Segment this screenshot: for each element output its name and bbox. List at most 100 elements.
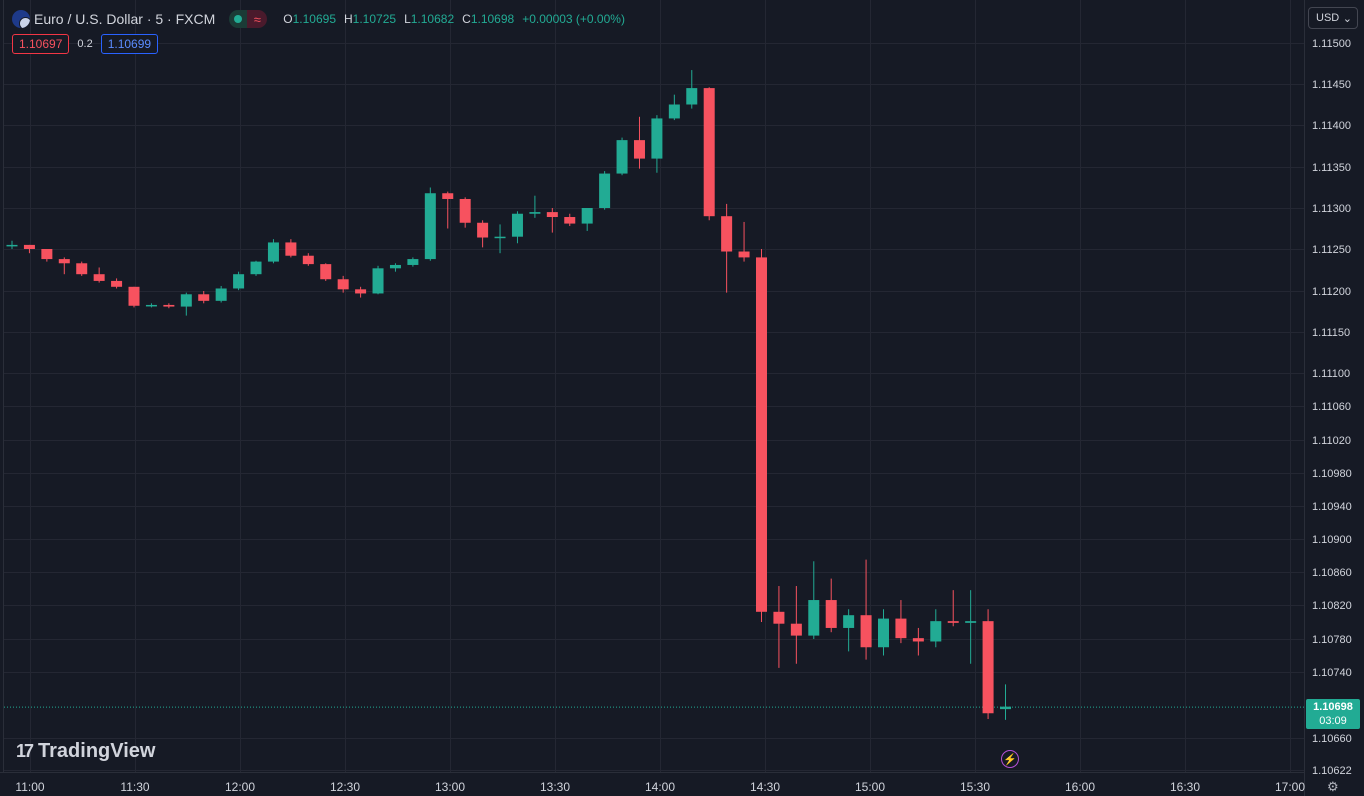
candle[interactable] [372,265,384,295]
y-tick-label: 1.11060 [1312,401,1351,413]
candle[interactable] [163,303,175,309]
candle[interactable] [111,278,123,289]
candle[interactable] [511,211,523,244]
candle[interactable] [790,586,802,664]
candle[interactable] [41,249,53,262]
candle[interactable] [389,263,401,272]
candle[interactable] [337,275,349,293]
x-tick-label: 16:30 [1170,780,1200,794]
candle[interactable] [6,240,18,249]
candle[interactable] [912,627,924,656]
candle-body [686,88,698,105]
lightning-icon[interactable]: ⚡ [1001,750,1019,768]
y-tick-label: 1.11020 [1312,435,1351,447]
candle-body [128,286,140,306]
candle[interactable] [965,590,977,664]
buy-price-button[interactable]: 1.10699 [100,34,159,54]
candle[interactable] [860,559,872,660]
gear-icon[interactable]: ⚙ [1327,779,1339,794]
candle[interactable] [424,187,436,261]
candle[interactable] [721,203,733,293]
candle[interactable] [546,208,558,233]
candle-body [442,193,454,199]
candle[interactable] [145,303,157,308]
candle[interactable] [93,267,105,283]
candle[interactable] [442,191,454,229]
candle[interactable] [355,286,367,298]
chart-header: Euro / U.S. Dollar · 5 · FXCM ≈ O1.10695… [12,9,625,29]
candle-body [424,193,436,260]
y-tick-label: 1.11350 [1312,162,1351,174]
y-tick-label: 1.11450 [1312,79,1351,91]
candle-body [355,289,367,294]
candle[interactable] [651,115,663,173]
tradingview-logo[interactable]: 17 TradingView [16,740,155,763]
candle-body [860,615,872,648]
time-axis[interactable]: 11:00 11:30 12:00 12:30 13:00 13:30 14:00 14:30… [15,780,1305,794]
candle[interactable] [320,263,332,281]
candle[interactable] [180,292,192,316]
candle[interactable] [755,249,767,622]
candle-body [982,621,994,714]
candle[interactable] [633,116,645,169]
candle-series[interactable] [6,70,1012,720]
x-tick-label: 15:00 [855,780,885,794]
price-axis[interactable]: 1.11500 1.11450 1.11400 1.11350 1.11300 1.112… [1312,38,1352,777]
candle-body [494,236,506,239]
candle[interactable] [947,590,959,627]
candle[interactable] [233,271,245,291]
candle[interactable] [529,195,541,218]
candle[interactable] [668,94,680,121]
candle[interactable] [878,609,889,656]
candle[interactable] [808,561,820,639]
candle[interactable] [215,285,227,303]
candle[interactable] [843,609,855,652]
candle[interactable] [267,239,279,264]
wave-icon[interactable]: ≈ [247,10,268,28]
candle[interactable] [982,609,994,720]
candle[interactable] [302,253,314,266]
candle[interactable] [128,286,140,308]
candle[interactable] [459,197,471,228]
candle[interactable] [564,213,576,227]
sell-price-button[interactable]: 1.10697 [12,34,70,54]
candle[interactable] [58,257,70,275]
candle[interactable] [773,586,785,668]
candle-body [477,222,489,238]
candle-body [93,274,105,281]
candle[interactable] [23,244,35,254]
candle[interactable] [581,208,593,231]
candle[interactable] [250,260,262,276]
candle[interactable] [825,578,837,633]
market-open-dot-icon[interactable] [229,10,248,28]
candle[interactable] [198,291,210,304]
candle-body [389,264,401,269]
low-value: 1.10682 [410,12,455,26]
y-tick-label: 1.10900 [1312,534,1352,546]
x-tick-label: 13:30 [540,780,570,794]
candle[interactable] [76,261,88,276]
candle[interactable] [285,239,297,258]
candle[interactable] [686,70,698,109]
candle-body [755,257,767,612]
status-pills[interactable]: ≈ [229,10,268,28]
currency-selector[interactable]: USD ⌄ [1308,7,1358,29]
chevron-down-icon: ⌄ [1342,12,1352,25]
candle[interactable] [895,600,907,644]
candle[interactable] [494,224,506,254]
candle[interactable] [703,87,715,221]
candle[interactable] [738,221,750,262]
y-tick-label: 1.10740 [1312,667,1352,679]
candle-body [198,294,210,301]
y-tick-label: 1.11100 [1312,368,1350,380]
high-label: H [344,12,353,26]
candle[interactable] [477,220,489,248]
candle[interactable] [616,137,628,176]
candle-body [215,288,227,301]
candle[interactable] [1000,684,1012,720]
symbol-title[interactable]: Euro / U.S. Dollar · 5 · FXCM [34,11,216,27]
candle[interactable] [930,609,942,648]
candle[interactable] [599,171,611,210]
candle[interactable] [407,257,419,267]
